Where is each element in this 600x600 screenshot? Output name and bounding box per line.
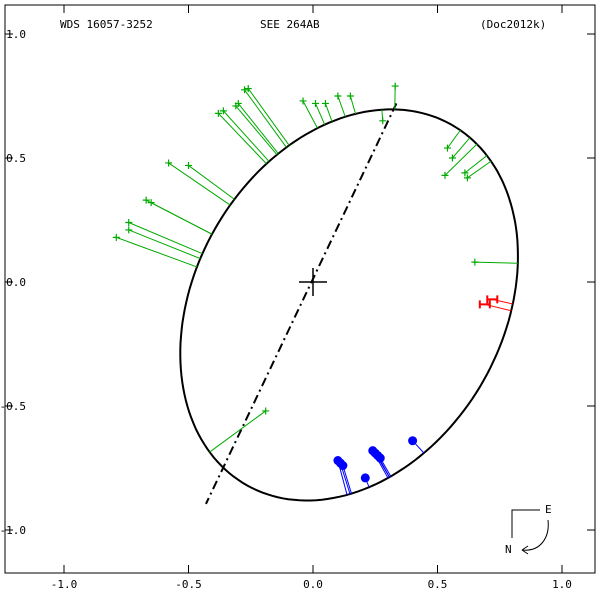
visual-observation-point: [461, 169, 469, 177]
visual-observation-point: [262, 407, 270, 415]
residual-line: [467, 160, 492, 179]
visual-observation-point: [346, 92, 354, 100]
residual-line: [222, 110, 270, 162]
visual-observation-point: [463, 174, 471, 182]
orbit-ellipse: [179, 108, 519, 502]
x-tick-label: 1.0: [552, 578, 572, 591]
residual-line: [315, 103, 326, 125]
visual-observation-point: [441, 171, 449, 179]
visual-observation-point: [125, 226, 133, 234]
residual-lines: [116, 86, 518, 495]
residual-line: [464, 155, 488, 174]
visual-observation-point: [219, 107, 227, 115]
visual-observation-point: [379, 117, 387, 125]
residual-line: [247, 88, 290, 146]
micrometer-observation-point: [408, 436, 418, 446]
plot-frame: [4, 4, 596, 574]
residual-line: [337, 95, 346, 117]
residual-line: [324, 103, 333, 122]
compass-north-label: N: [505, 543, 512, 556]
line-of-nodes: [205, 103, 398, 505]
residual-line: [349, 95, 357, 115]
visual-observation-point: [321, 99, 329, 107]
residual-line: [237, 103, 279, 154]
residual-line: [452, 137, 471, 159]
residual-line: [342, 465, 352, 494]
x-tick-label: 0.0: [303, 578, 323, 591]
visual-observation-point: [112, 233, 120, 241]
y-tick-label: 1.0: [6, 28, 26, 41]
compass-arrow-head: [521, 545, 529, 555]
visual-observation-point: [241, 86, 249, 94]
orbit-layer: [179, 103, 519, 505]
observation-marks: [112, 82, 499, 483]
visual-observation-point: [142, 196, 150, 204]
y-tick-label: -1.0: [0, 524, 26, 537]
visual-observation-point: [232, 102, 240, 110]
residual-line: [444, 143, 478, 176]
micrometer-observation-point: [360, 473, 370, 483]
residual-line: [145, 199, 213, 235]
compass-east-label: E: [545, 503, 552, 516]
residual-line: [244, 89, 287, 148]
visual-observation-point: [471, 258, 479, 266]
x-tick-label: -0.5: [175, 578, 202, 591]
visual-observation-point: [165, 159, 173, 167]
visual-observation-point: [244, 85, 252, 93]
compass-arrow-arc: [521, 519, 549, 551]
axes: -1.0 -0.5 0.0 0.5 1.0 1.0 0.5 0.0 -0.5 -1.0: [0, 5, 595, 591]
visual-observation-point: [185, 161, 192, 169]
micrometer-observation-point: [338, 461, 348, 471]
pair-name: SEE 264AB: [260, 18, 320, 31]
y-tick-label: 0.0: [6, 276, 26, 289]
visual-observation-point: [443, 144, 451, 152]
compass-axes: [511, 509, 540, 538]
residual-line: [128, 229, 201, 260]
speckle-observation-point: [486, 295, 499, 304]
residual-line: [218, 113, 267, 165]
residual-line: [209, 410, 266, 453]
residual-line: [447, 129, 461, 149]
x-tick-label: -1.0: [51, 578, 78, 591]
visual-observation-point: [125, 218, 133, 226]
y-tick-label: 0.5: [6, 152, 26, 165]
residual-line: [116, 236, 198, 268]
visual-observation-point: [311, 99, 319, 107]
visual-observation-point: [299, 97, 307, 105]
visual-observation-point: [334, 92, 342, 100]
visual-observation-point: [448, 154, 456, 162]
y-tick-label: -0.5: [0, 400, 26, 413]
wds-identifier: WDS 16057-3252: [60, 18, 153, 31]
visual-observation-point: [214, 109, 222, 117]
residual-line: [235, 105, 278, 156]
compass: E N: [505, 503, 552, 556]
residual-line: [128, 222, 203, 255]
x-tick-label: 0.5: [428, 578, 448, 591]
visual-observation-point: [391, 82, 399, 90]
residual-line: [474, 261, 518, 264]
micrometer-observation-point: [375, 453, 385, 463]
speckle-observation-point: [478, 300, 491, 309]
residual-line: [302, 100, 318, 129]
residual-line: [168, 162, 231, 206]
reference-code: (Doc2012k): [480, 18, 546, 31]
visual-observation-point: [147, 199, 155, 207]
residual-line: [188, 165, 235, 200]
